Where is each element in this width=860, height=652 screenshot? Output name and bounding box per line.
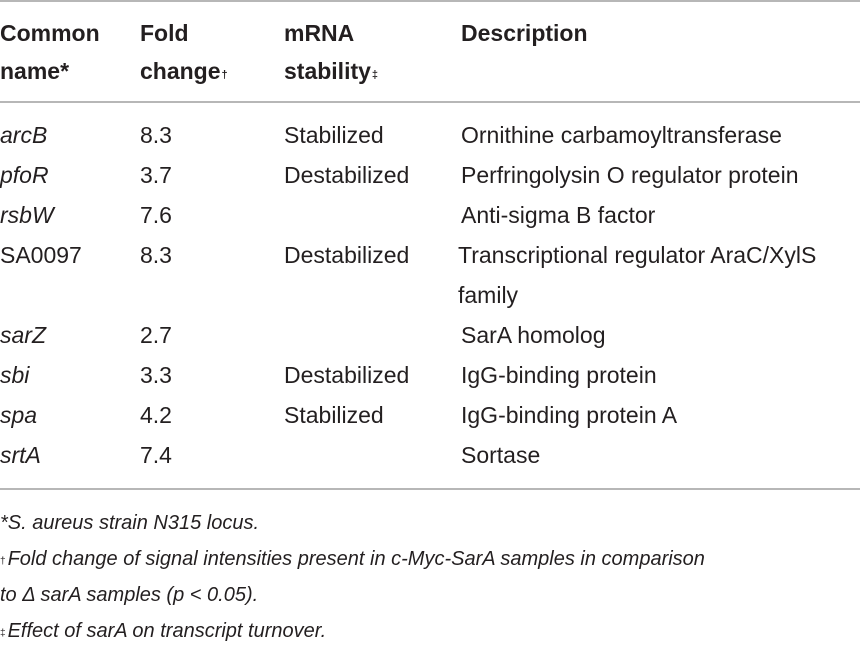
cell-fold: 8.3 [140,242,172,268]
cell-fold: 4.2 [140,402,172,428]
header-fold-change-line1: Fold [140,20,189,46]
cell-fold: 7.4 [140,442,172,468]
cell-name: rsbW [0,202,54,228]
cell-name: SA0097 [0,242,82,268]
cell-stability: Stabilized [284,402,384,428]
header-fold-change-text: change [140,58,221,84]
cell-description: Ornithine carbamoyltransferase [461,122,782,148]
cell-stability: Destabilized [284,242,410,268]
cell-description: SarA homolog [461,322,606,348]
footnote-fold-change-cont: to Δ sarA samples (p < 0.05). [0,584,259,606]
header-common-name-line2: name* [0,58,70,84]
cell-fold: 7.6 [140,202,172,228]
header-mrna-stability-line2: stability‡ [284,52,378,90]
cell-name: pfoR [0,162,49,188]
footnote-dagger-mark: † [0,556,6,567]
cell-description: IgG-binding protein A [461,402,678,428]
cell-fold: 8.3 [140,122,172,148]
footnote-fold-change-line1: Fold change of signal intensities presen… [7,548,705,570]
header-mrna-stability-line1: mRNA [284,20,355,46]
cell-stability: Destabilized [284,362,410,388]
cell-name: spa [0,402,38,428]
table-footnotes: *S. aureus strain N315 locus. † Fold chan… [0,505,860,649]
cell-description: Anti-sigma B factor [461,202,656,228]
cell-description: Sortase [461,442,541,468]
header-mrna-stability-text: stability [284,58,371,84]
header-description-line1: Description [461,20,588,46]
table-bottom-rule [0,488,860,490]
header-fold-change-line2: change† [140,52,228,90]
cell-fold: 2.7 [140,322,172,348]
cell-description: IgG-binding protein [461,362,657,388]
footnote-stability: ‡ Effect of sarA on transcript turnover. [0,613,860,649]
cell-name: sarZ [0,322,46,348]
cell-name: srtA [0,442,41,468]
cell-description: Perfringolysin O regulator protein [461,162,799,188]
cell-stability: Destabilized [284,162,410,188]
header-fold-change: Fold change† [140,14,228,90]
cell-description: Transcriptional regulator AraC/XylS fami… [458,242,817,308]
cell-stability: Stabilized [284,122,384,148]
cell-fold: 3.7 [140,162,172,188]
footnote-stability-text: Effect of sarA on transcript turnover. [7,620,327,642]
double-dagger-mark: ‡ [371,69,379,81]
dagger-mark: † [221,69,228,81]
footnote-double-dagger-mark: ‡ [0,628,6,639]
header-rule [0,101,860,103]
cell-name: sbi [0,362,30,388]
table-top-rule [0,0,860,2]
header-description: Description [461,14,588,52]
header-common-name: Common name* [0,14,100,90]
cell-fold: 3.3 [140,362,172,388]
cell-name: arcB [0,122,48,148]
footnote-fold-change: † Fold change of signal intensities prese… [0,541,860,577]
header-common-name-line1: Common [0,20,100,46]
footnote-locus: *S. aureus strain N315 locus. [0,512,260,534]
header-mrna-stability: mRNA stability‡ [284,14,378,90]
